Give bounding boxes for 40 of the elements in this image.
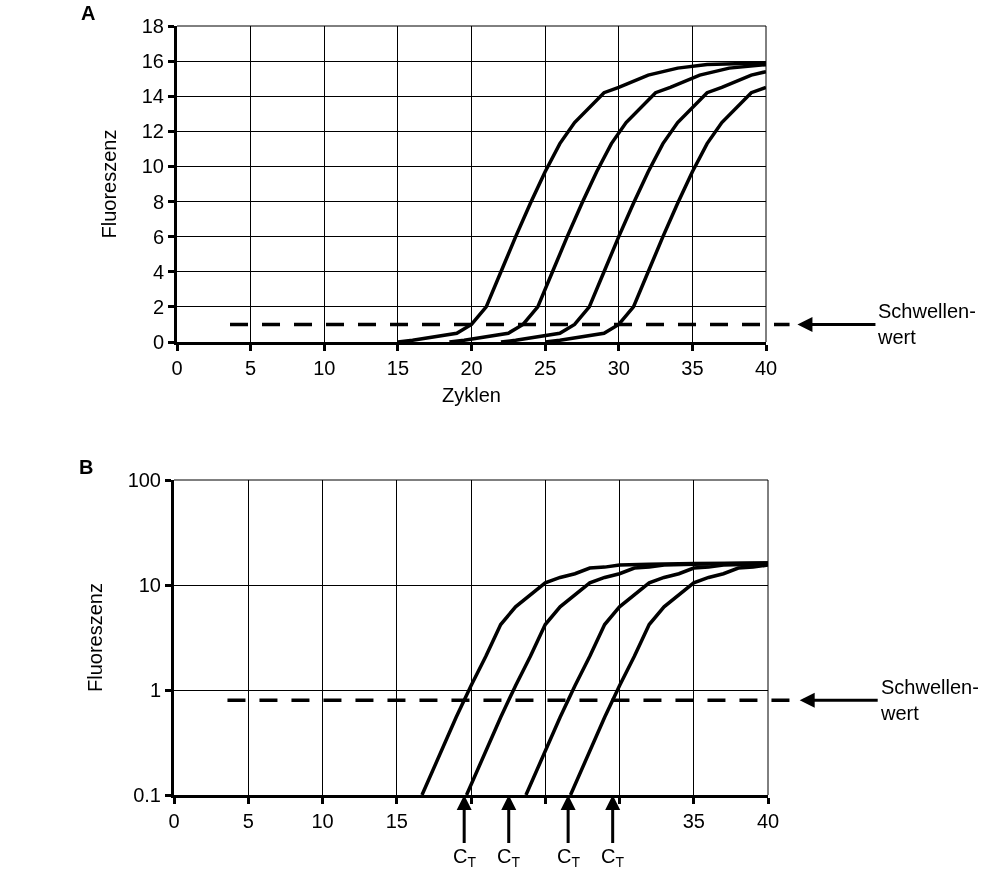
x-tick-label: 40 <box>756 810 780 832</box>
y-tick-label: 0 <box>152 331 164 353</box>
y-tick-label: 10 <box>141 155 164 178</box>
x-tick-label: 15 <box>386 357 410 379</box>
x-tick-label: 0 <box>168 810 180 832</box>
text: C$_{T}$ <box>557 845 581 871</box>
y-tick-label: 16 <box>141 50 164 73</box>
text: C$_{T}$ <box>601 845 625 871</box>
text: C$_{T}$ <box>453 845 477 871</box>
y-tick-label: 10 <box>138 574 161 596</box>
x-tick-label: 20 <box>460 357 483 379</box>
y-tick-label: 12 <box>141 120 164 143</box>
y-tick-label: 100 <box>127 469 161 491</box>
x-tick-label: 10 <box>311 810 334 832</box>
y-tick-label: 4 <box>152 260 164 283</box>
y-tick-label: 6 <box>152 225 164 248</box>
ref-line-label: Schwellen- wert <box>880 676 979 724</box>
y-tick-label: 2 <box>152 295 164 318</box>
x-tick-label: 5 <box>242 810 254 832</box>
y-tick-label: 8 <box>152 190 164 213</box>
x-tick-label: 25 <box>534 357 557 379</box>
x-tick-label: 0 <box>171 357 183 379</box>
x-axis-title: Zyklen <box>442 383 501 406</box>
ref-line-label: Schwellen- wert <box>877 300 976 348</box>
x-tick-label: 35 <box>681 357 704 379</box>
y-axis-title: Fluoreszenz <box>84 583 107 692</box>
x-tick-label: 15 <box>385 810 408 832</box>
text: C$_{T}$ <box>497 845 521 871</box>
text: A <box>81 2 96 24</box>
y-tick-label: 14 <box>141 85 164 108</box>
y-tick-label: 1 <box>149 679 161 701</box>
x-tick-label: 40 <box>754 357 778 379</box>
x-tick-label: 10 <box>313 357 336 379</box>
y-tick-label: 18 <box>141 15 164 37</box>
x-tick-label: 30 <box>607 357 630 379</box>
x-tick-label: 5 <box>245 357 257 379</box>
x-tick-label: 35 <box>682 810 705 832</box>
y-tick-label: 0.1 <box>133 784 161 806</box>
text: B <box>79 456 94 478</box>
y-axis-title: Fluoreszenz <box>98 129 121 239</box>
